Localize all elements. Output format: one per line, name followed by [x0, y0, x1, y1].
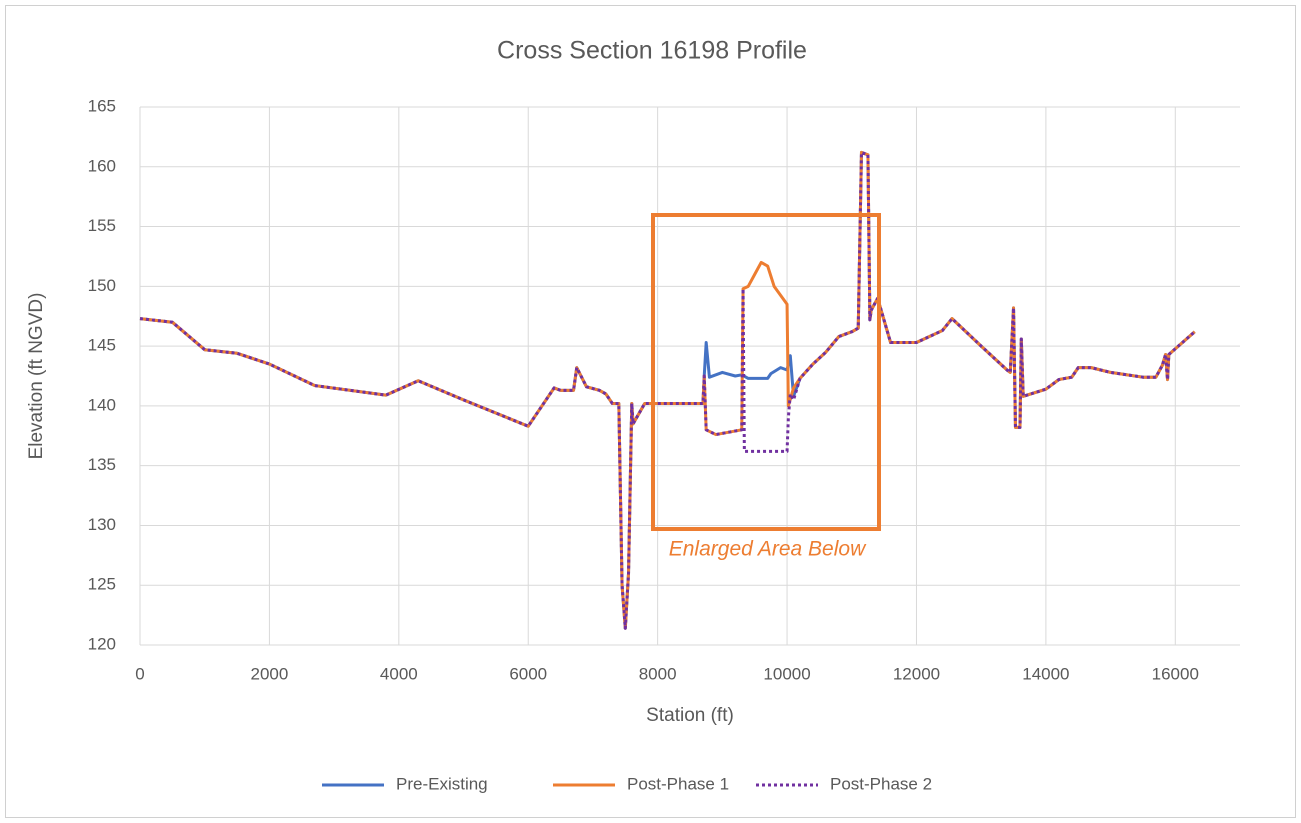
- y-tick-label: 135: [88, 455, 116, 474]
- x-tick-label: 4000: [380, 664, 418, 683]
- x-tick-label: 8000: [639, 664, 677, 683]
- y-tick-label: 145: [88, 336, 116, 355]
- chart-title: Cross Section 16198 Profile: [497, 37, 807, 65]
- y-tick-label: 155: [88, 216, 116, 235]
- y-tick-label: 130: [88, 515, 116, 534]
- legend-label: Post-Phase 2: [830, 774, 932, 793]
- highlight-box: [651, 213, 881, 531]
- y-tick-label: 120: [88, 634, 116, 653]
- x-tick-label: 2000: [250, 664, 288, 683]
- y-tick-label: 125: [88, 575, 116, 594]
- legend-label: Post-Phase 1: [627, 774, 729, 793]
- x-tick-label: 0: [135, 664, 144, 683]
- grid: 120 125 130 135 140 145 150 155 160 165 0 2000 4000 6…: [88, 96, 1240, 683]
- x-tick-label: 6000: [509, 664, 547, 683]
- y-tick-label: 140: [88, 395, 116, 414]
- lines: [139, 150, 1196, 630]
- series-line: [139, 150, 1196, 630]
- annotation: Enlarged Area Below: [669, 538, 867, 561]
- x-tick-label: 10000: [763, 664, 810, 683]
- y-tick-label: 165: [88, 96, 116, 115]
- x-axis-label: Station (ft): [646, 705, 734, 726]
- x-tick-label: 14000: [1022, 664, 1069, 683]
- chart-frame: [5, 5, 1296, 818]
- y-axis-label: Elevation (ft NGVD): [26, 293, 47, 460]
- y-tick-label: 150: [88, 276, 116, 295]
- legend: Pre-Existing Post-Phase 1 Post-Phase 2: [322, 774, 932, 793]
- x-tick-label: 16000: [1152, 664, 1199, 683]
- y-tick-label: 160: [88, 156, 116, 175]
- legend-label: Pre-Existing: [396, 774, 488, 793]
- x-tick-label: 12000: [893, 664, 940, 683]
